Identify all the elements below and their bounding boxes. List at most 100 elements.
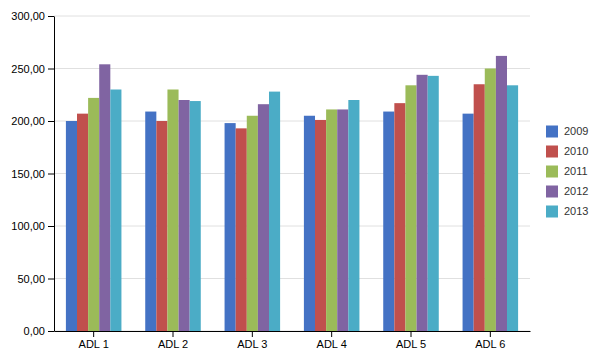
grid — [54, 16, 530, 331]
y-tick-label: 200,00 — [11, 115, 45, 127]
x-tick: ADL 3 — [237, 331, 267, 350]
bar — [304, 116, 315, 331]
x-tick-label: ADL 6 — [475, 338, 505, 350]
legend-label: 2011 — [564, 165, 588, 177]
legend-label: 2013 — [564, 205, 588, 217]
bar — [190, 101, 201, 331]
grid-line — [54, 16, 530, 17]
y-tick-label: 0,00 — [24, 325, 45, 337]
bar-series — [88, 69, 496, 332]
x-tick-mark — [331, 331, 332, 337]
y-tick-label: 100,00 — [11, 220, 45, 232]
legend-label: 2012 — [564, 185, 588, 197]
y-tick-mark — [48, 174, 54, 175]
y-tick-label: 300,00 — [11, 10, 45, 22]
y-tick-mark — [48, 69, 54, 70]
y-tick-mark — [48, 226, 54, 227]
y-tick: 50,00 — [17, 273, 54, 285]
y-axis: 0,00 50,00 100,00 150,00 200,00 250,00 300,00 — [11, 10, 54, 337]
x-tick: ADL 1 — [79, 331, 109, 350]
y-tick: 150,00 — [11, 168, 54, 180]
x-tick-mark — [93, 331, 94, 337]
bar — [474, 84, 485, 331]
bar-series — [99, 56, 507, 331]
x-tick-mark — [490, 331, 491, 337]
bar — [99, 64, 110, 331]
grid-line — [54, 121, 530, 122]
x-tick-mark — [411, 331, 412, 337]
bar — [485, 69, 496, 332]
bar — [463, 114, 474, 331]
x-tick-label: ADL 4 — [317, 338, 347, 350]
bar — [179, 100, 190, 331]
legend-item: 2013 — [546, 205, 588, 217]
legend: 2009 2010 2011 2012 2013 — [546, 125, 588, 217]
bar — [66, 121, 77, 331]
y-tick: 0,00 — [24, 325, 54, 337]
bar — [225, 123, 236, 331]
legend-item: 2010 — [546, 145, 588, 157]
bar — [383, 112, 394, 331]
bar — [337, 109, 348, 331]
y-tick-mark — [48, 331, 54, 332]
y-tick: 300,00 — [11, 10, 54, 22]
bar — [88, 98, 99, 331]
bar — [236, 128, 247, 331]
legend-swatch — [546, 186, 558, 198]
plot-area: 0,00 50,00 100,00 150,00 200,00 250,00 300,00 A… — [11, 10, 530, 350]
bar — [405, 85, 416, 331]
bar — [258, 104, 269, 331]
bar — [496, 56, 507, 331]
y-axis-line — [54, 17, 55, 332]
legend-swatch — [546, 126, 558, 138]
x-tick-mark — [173, 331, 174, 337]
y-tick-label: 150,00 — [11, 168, 45, 180]
grid-line — [54, 278, 530, 279]
legend-label: 2010 — [564, 145, 588, 157]
legend-item: 2011 — [546, 165, 588, 177]
bar — [167, 90, 178, 332]
x-tick-label: ADL 3 — [237, 338, 267, 350]
legend-label: 2009 — [564, 125, 588, 137]
bar — [507, 85, 518, 331]
bar — [394, 103, 405, 331]
y-tick: 100,00 — [11, 220, 54, 232]
grid-line — [54, 226, 530, 227]
bar — [428, 76, 439, 331]
x-tick-label: ADL 2 — [158, 338, 188, 350]
bars — [66, 56, 518, 331]
x-axis: ADL 1 ADL 2 ADL 3 ADL 4 ADL 5 ADL 6 — [55, 331, 531, 350]
x-tick-mark — [252, 331, 253, 337]
bar-series — [110, 76, 518, 331]
x-tick: ADL 6 — [475, 331, 505, 350]
x-tick: ADL 2 — [158, 331, 188, 350]
legend-item: 2009 — [546, 125, 588, 137]
bar — [156, 121, 167, 331]
y-tick-label: 50,00 — [17, 273, 45, 285]
bar — [417, 75, 428, 331]
bar — [247, 116, 258, 331]
grid-line — [54, 68, 530, 69]
y-tick-mark — [48, 121, 54, 122]
grid-line — [54, 173, 530, 174]
bar — [145, 112, 156, 331]
y-tick: 250,00 — [11, 63, 54, 75]
y-tick-label: 250,00 — [11, 63, 45, 75]
bar — [77, 114, 88, 331]
legend-swatch — [546, 146, 558, 158]
x-tick-label: ADL 5 — [396, 338, 426, 350]
bar — [326, 109, 337, 331]
x-axis-line — [55, 331, 531, 332]
chart-svg: 0,00 50,00 100,00 150,00 200,00 250,00 300,00 A… — [0, 0, 614, 361]
bar — [348, 100, 359, 331]
y-tick: 200,00 — [11, 115, 54, 127]
legend-swatch — [546, 206, 558, 218]
legend-swatch — [546, 166, 558, 178]
y-tick-mark — [48, 16, 54, 17]
bar — [110, 90, 121, 332]
x-tick: ADL 4 — [317, 331, 347, 350]
bar — [315, 120, 326, 331]
x-tick: ADL 5 — [396, 331, 426, 350]
bar — [269, 92, 280, 331]
legend-item: 2012 — [546, 185, 588, 197]
